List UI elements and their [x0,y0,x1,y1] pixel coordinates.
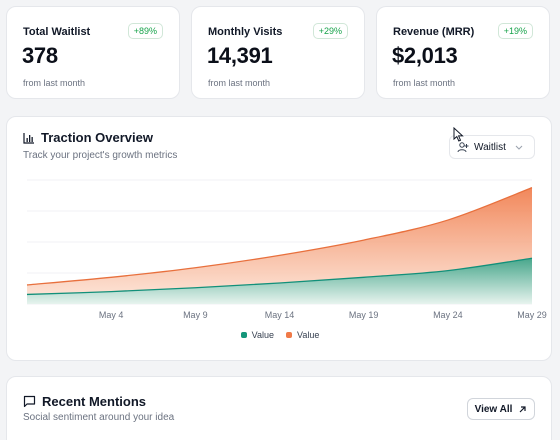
stat-card-visits: Monthly Visits +29% 14,391 from last mon… [191,6,365,99]
stat-title: Monthly Visits [208,26,283,38]
x-tick-label: May 24 [433,310,463,320]
arrow-up-right-icon [519,405,526,412]
legend-swatch [240,332,247,338]
bar-chart-icon [23,132,34,144]
chart-legend: Value Value [7,330,551,340]
stat-badge: +89% [127,23,163,39]
chevron-down-icon [515,145,523,150]
x-tick-label: May 14 [265,310,295,320]
stat-card-revenue: Revenue (MRR) +19% $2,013 from last mont… [376,6,550,99]
legend-item-orange[interactable]: Value [286,330,319,340]
traction-overview-panel: Traction Overview Track your project's g… [6,116,552,361]
panel-subtitle: Track your project's growth metrics [23,150,178,161]
view-all-button[interactable]: View All [467,398,535,420]
stat-value: $2,013 [392,43,458,68]
stat-value: 378 [22,43,58,68]
dropdown-label: Waitlist [474,141,506,153]
view-all-label: View All [474,403,513,415]
mentions-header: Recent Mentions [23,394,146,409]
stat-card-waitlist: Total Waitlist +89% 378 from last month [6,6,180,99]
stat-value: 14,391 [207,43,273,68]
legend-item-teal[interactable]: Value [240,330,274,340]
panel-subtitle: Social sentiment around your idea [23,412,175,423]
user-plus-icon [457,142,469,153]
legend-swatch [286,332,292,338]
message-square-icon [23,395,36,408]
stat-badge: +19% [497,23,533,39]
x-tick-label: May 9 [183,310,208,320]
traction-header: Traction Overview [23,130,153,145]
legend-label: Value [251,330,274,340]
x-tick-label: May 29 [517,310,547,320]
stat-title: Revenue (MRR) [393,26,475,38]
series-area-teal [27,258,532,304]
panel-title: Recent Mentions [42,394,147,409]
stat-subtitle: from last month [393,78,456,88]
x-tick-label: May 4 [99,310,124,320]
legend-label: Value [297,330,320,340]
panel-title: Traction Overview [41,130,153,145]
stat-badge: +29% [312,23,348,39]
x-tick-label: May 19 [349,310,379,320]
recent-mentions-panel: Recent Mentions Social sentiment around … [6,376,552,440]
metric-dropdown[interactable]: Waitlist [449,135,535,159]
stat-subtitle: from last month [23,78,86,88]
mouse-cursor-icon [453,127,464,142]
series-line-teal [26,257,533,296]
stat-subtitle: from last month [208,78,271,88]
traction-chart: May 4 May 9 May 14 May 19 May 24 May 29 [26,179,547,320]
stat-title: Total Waitlist [23,26,91,38]
series-line-orange [26,187,533,286]
